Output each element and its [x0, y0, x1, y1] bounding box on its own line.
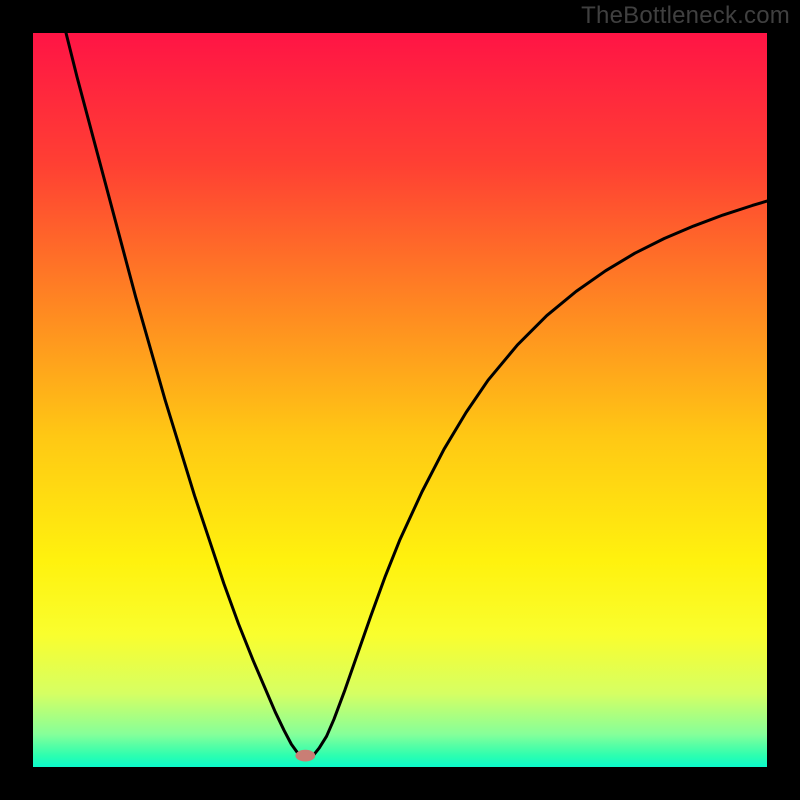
bottleneck-curve-line	[66, 33, 767, 757]
minimum-marker	[295, 750, 315, 762]
watermark-text: TheBottleneck.com	[581, 2, 790, 30]
plot-area	[33, 33, 767, 767]
chart-stage: TheBottleneck.com	[0, 0, 800, 800]
curve-layer	[33, 33, 767, 767]
